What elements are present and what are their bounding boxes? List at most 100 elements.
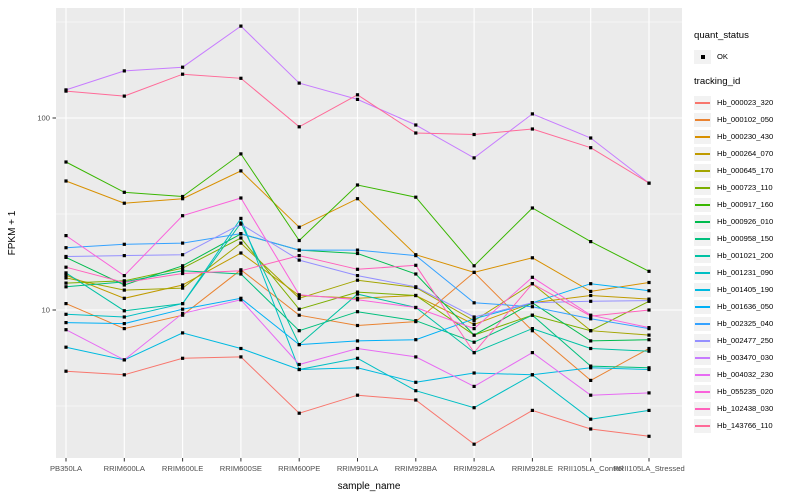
data-point xyxy=(122,190,126,194)
data-point xyxy=(589,282,593,286)
legend-item-Hb_055235_020: Hb_055235_020 xyxy=(694,383,800,400)
legend-title-quant-status: quant_status xyxy=(694,30,749,41)
series-color-swatch xyxy=(695,186,710,189)
legend-item-Hb_000926_010: Hb_000926_010 xyxy=(694,213,800,230)
data-point xyxy=(647,280,651,285)
data-point xyxy=(472,317,476,321)
legend-item-Hb_002477_250: Hb_002477_250 xyxy=(694,332,800,349)
data-point xyxy=(181,307,185,311)
legend-key xyxy=(694,197,711,212)
data-point xyxy=(355,97,360,101)
data-point xyxy=(647,434,651,438)
legend-key xyxy=(694,299,711,314)
data-point xyxy=(297,307,301,311)
series-color-swatch xyxy=(695,152,710,155)
legend-item-Hb_000264_070: Hb_000264_070 xyxy=(694,145,800,162)
legend-item-label: Hb_002325_040 xyxy=(717,319,774,328)
data-point xyxy=(355,356,360,360)
x-tick-label: RRIM600PE xyxy=(278,464,320,473)
data-point xyxy=(355,93,360,97)
data-point xyxy=(530,313,534,317)
data-point xyxy=(589,378,593,382)
data-point xyxy=(297,296,301,300)
legend-item-Hb_001021_200: Hb_001021_200 xyxy=(694,247,800,264)
data-point xyxy=(181,302,185,306)
data-point xyxy=(239,216,243,220)
data-point xyxy=(239,152,243,156)
legend-item-Hb_000023_320: Hb_000023_320 xyxy=(694,94,800,111)
data-point xyxy=(239,76,243,80)
data-point xyxy=(239,355,243,359)
x-axis-title: sample_name xyxy=(338,481,401,492)
legend-key xyxy=(694,333,711,348)
data-point xyxy=(647,181,651,185)
legend-item-Hb_000645_170: Hb_000645_170 xyxy=(694,162,800,179)
data-point xyxy=(122,94,126,98)
data-point xyxy=(64,312,68,316)
data-point xyxy=(414,305,418,310)
data-point xyxy=(589,427,593,431)
data-point xyxy=(414,380,418,384)
data-point xyxy=(122,315,126,319)
data-point xyxy=(472,156,476,160)
legend-key xyxy=(694,49,711,64)
data-point xyxy=(355,310,360,314)
data-point xyxy=(122,288,126,292)
data-point xyxy=(64,254,68,259)
legend-item-label: OK xyxy=(717,52,728,61)
legend-key xyxy=(694,350,711,365)
data-point xyxy=(472,315,476,319)
data-point xyxy=(414,319,418,323)
data-point xyxy=(239,346,243,351)
data-point xyxy=(122,69,126,73)
data-point xyxy=(647,333,651,337)
legend-key xyxy=(694,401,711,416)
data-point xyxy=(64,281,68,285)
data-point xyxy=(239,251,243,255)
data-point xyxy=(64,89,68,93)
data-point xyxy=(472,327,476,331)
y-tick-label: 100 xyxy=(37,114,50,123)
data-point xyxy=(239,241,243,245)
series-Hb_002477_250 xyxy=(64,222,651,319)
data-point xyxy=(355,274,360,278)
legend-item-Hb_001405_190: Hb_001405_190 xyxy=(694,281,800,298)
legend-item-Hb_000917_160: Hb_000917_160 xyxy=(694,196,800,213)
point-marker-icon xyxy=(700,54,705,59)
data-point xyxy=(472,319,476,323)
legend-item-Hb_002325_040: Hb_002325_040 xyxy=(694,315,800,332)
data-point xyxy=(589,136,593,140)
legend-key xyxy=(694,180,711,195)
data-point xyxy=(647,391,651,395)
data-point xyxy=(589,314,593,318)
series-color-swatch xyxy=(695,220,710,223)
data-point xyxy=(122,373,126,377)
data-point xyxy=(647,346,651,351)
data-point xyxy=(122,274,126,278)
legend-item-label: Hb_004032_230 xyxy=(717,370,774,379)
data-point xyxy=(647,366,651,370)
data-point xyxy=(647,349,651,353)
series-color-swatch xyxy=(695,118,710,121)
data-point xyxy=(530,112,534,116)
data-point xyxy=(589,364,593,368)
series-color-swatch xyxy=(695,237,710,240)
data-point xyxy=(297,258,301,262)
y-tick-label: 10 xyxy=(42,306,50,315)
series-color-swatch xyxy=(695,424,710,427)
data-point xyxy=(414,355,418,359)
legend-item-label: Hb_003470_030 xyxy=(717,353,774,362)
series-color-swatch xyxy=(695,271,710,274)
data-point xyxy=(355,298,360,302)
legend-key xyxy=(694,95,711,110)
data-point xyxy=(64,369,68,373)
data-point xyxy=(355,292,360,296)
data-point xyxy=(530,256,534,260)
data-point xyxy=(181,72,185,76)
data-point xyxy=(122,283,126,287)
data-point xyxy=(122,254,126,258)
data-point xyxy=(355,366,360,370)
series-color-swatch xyxy=(695,339,710,342)
data-point xyxy=(472,384,476,388)
